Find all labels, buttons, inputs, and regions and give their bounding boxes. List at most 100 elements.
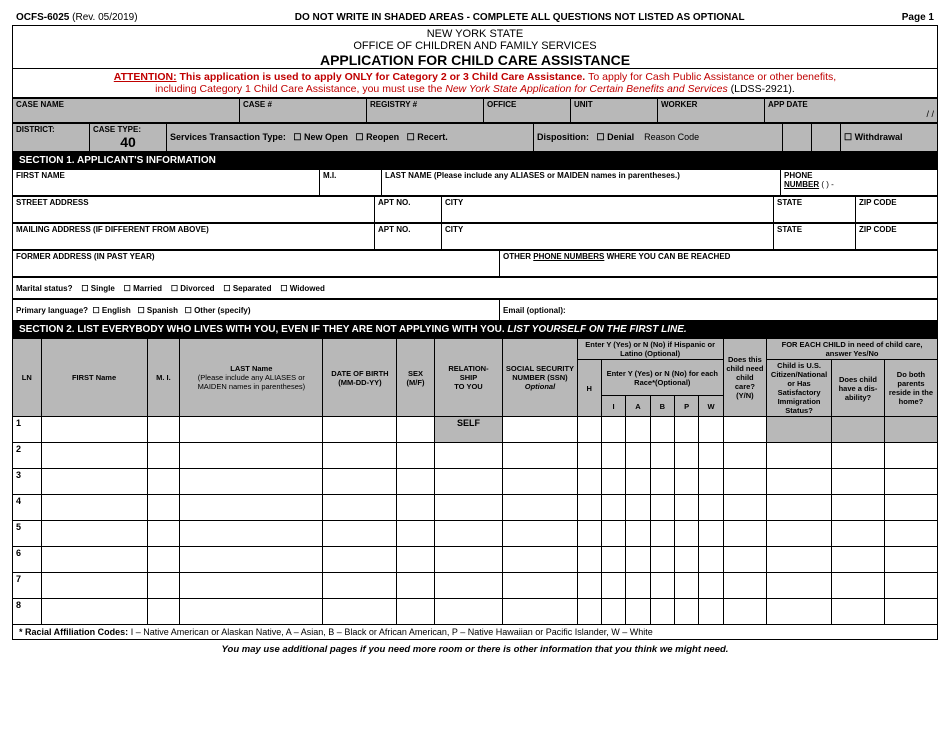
hdr-sex-a: SEX	[408, 369, 423, 378]
hdr-first: FIRST Name	[41, 339, 147, 417]
hdr-race: Enter Y (Yes) or N (No) for each Race*(O…	[601, 360, 723, 396]
bottom-note: You may use additional pages if you need…	[12, 640, 938, 655]
disposition-cell: Disposition: Denial Reason Code	[534, 124, 783, 152]
recert-checkbox[interactable]: Recert.	[407, 132, 448, 142]
row-ln: 4	[13, 495, 42, 521]
table-row[interactable]: 5	[13, 521, 938, 547]
header-office: OFFICE OF CHILDREN AND FAMILY SERVICES	[13, 40, 937, 52]
attention-label: ATTENTION:	[114, 71, 177, 83]
form-number: OCFS-6025	[16, 12, 69, 23]
mailing-field[interactable]: MAILING ADDRESS (IF DIFFERENT FROM ABOVE…	[13, 224, 375, 250]
phone-field[interactable]: PHONE NUMBER ( ) -	[781, 170, 938, 196]
lang-row: Primary language? English Spanish Other …	[12, 299, 938, 321]
section1-header: SECTION 1. APPLICANT'S INFORMATION	[12, 152, 938, 169]
hdr-sex: SEX (M/F)	[397, 339, 434, 417]
former-field[interactable]: FORMER ADDRESS (IN PAST YEAR)	[13, 251, 500, 277]
withdrawal-cell: Withdrawal	[841, 124, 938, 152]
attention-l2c: (LDSS-2921).	[731, 83, 795, 95]
row-ln: 7	[13, 573, 42, 599]
table-row[interactable]: 4	[13, 495, 938, 521]
page-number: Page 1	[902, 12, 934, 23]
header-title: APPLICATION FOR CHILD CARE ASSISTANCE	[13, 52, 937, 68]
table-row[interactable]: 7	[13, 573, 938, 599]
street-field[interactable]: STREET ADDRESS	[13, 197, 375, 223]
case-type-label: CASE TYPE:	[93, 125, 141, 134]
hdr-last-a: LAST Name	[230, 364, 272, 373]
city2-field[interactable]: CITY	[442, 224, 774, 250]
single-checkbox[interactable]: Single	[81, 284, 114, 293]
phone-label: PHONE	[784, 171, 812, 180]
row-ln: 5	[13, 521, 42, 547]
footnote-label: * Racial Affiliation Codes:	[19, 627, 128, 637]
top-warning: DO NOT WRITE IN SHADED AREAS - COMPLETE …	[295, 12, 745, 23]
hdr-ln: LN	[13, 339, 42, 417]
table-row[interactable]: 6	[13, 547, 938, 573]
case-row: CASE NAME CASE # REGISTRY # OFFICE UNIT …	[12, 98, 938, 123]
table-row[interactable]: 8	[13, 599, 938, 625]
state-field[interactable]: STATE	[774, 197, 856, 223]
reopen-checkbox[interactable]: Reopen	[356, 132, 400, 142]
hdr-I: I	[601, 396, 625, 417]
hdr-rel-c: TO YOU	[454, 382, 482, 391]
zip2-field[interactable]: ZIP CODE	[856, 224, 938, 250]
row-ln: 3	[13, 469, 42, 495]
section2-title-b: LIST YOURSELF ON THE FIRST LINE.	[507, 324, 686, 335]
last-name-field[interactable]: LAST NAME (Please include any ALIASES or…	[382, 170, 781, 196]
district-row: DISTRICT: CASE TYPE: 40 Services Transac…	[12, 123, 938, 152]
apt2-field[interactable]: APT NO.	[375, 224, 442, 250]
other-phones-c: WHERE YOU CAN BE REACHED	[604, 252, 730, 261]
table-row[interactable]: 2	[13, 443, 938, 469]
city-field[interactable]: CITY	[442, 197, 774, 223]
self-cell: SELF	[434, 417, 503, 443]
married-checkbox[interactable]: Married	[124, 284, 162, 293]
table-row[interactable]: 1 SELF	[13, 417, 938, 443]
app-date-slashes: / /	[768, 109, 934, 119]
hdr-rel-a: RELATION-	[448, 364, 488, 373]
row-ln: 1	[13, 417, 42, 443]
separated-checkbox[interactable]: Separated	[223, 284, 271, 293]
widowed-checkbox[interactable]: Widowed	[280, 284, 324, 293]
street-row: STREET ADDRESS APT NO. CITY STATE ZIP CO…	[12, 196, 938, 223]
reason-box-2[interactable]	[812, 124, 841, 152]
former-row: FORMER ADDRESS (IN PAST YEAR) OTHER PHON…	[12, 250, 938, 277]
hdr-P: P	[674, 396, 698, 417]
row-ln: 6	[13, 547, 42, 573]
registry-label: REGISTRY #	[367, 99, 484, 123]
table-row[interactable]: 3	[13, 469, 938, 495]
hdr-bothparents: Do both parents reside in the home?	[884, 360, 937, 417]
marital-label: Marital status?	[16, 284, 72, 293]
zip-field[interactable]: ZIP CODE	[856, 197, 938, 223]
hdr-disability: Does child have a dis-ability?	[831, 360, 884, 417]
english-checkbox[interactable]: English	[92, 306, 130, 315]
case-name-label: CASE NAME	[13, 99, 240, 123]
denial-checkbox[interactable]: Denial	[597, 132, 635, 142]
form-rev: (Rev. 05/2019)	[72, 12, 137, 23]
hdr-foreach: FOR EACH CHILD in need of child care, an…	[767, 339, 938, 360]
attention-box: ATTENTION: This application is used to a…	[12, 69, 938, 98]
hdr-dob-a: DATE OF BIRTH	[331, 369, 388, 378]
withdrawal-checkbox[interactable]: Withdrawal	[844, 132, 903, 142]
hdr-dob: DATE OF BIRTH (MM-DD-YY)	[323, 339, 397, 417]
divorced-checkbox[interactable]: Divorced	[171, 284, 215, 293]
apt-field[interactable]: APT NO.	[375, 197, 442, 223]
footnote: * Racial Affiliation Codes: I – Native A…	[12, 625, 938, 640]
header-box: NEW YORK STATE OFFICE OF CHILDREN AND FA…	[12, 25, 938, 69]
email-field[interactable]: Email (optional):	[500, 300, 938, 321]
mi-field[interactable]: M.I.	[320, 170, 382, 196]
worker-label: WORKER	[658, 99, 765, 123]
other-lang-checkbox[interactable]: Other (specify)	[185, 306, 251, 315]
phone-fmt: ( ) -	[821, 180, 833, 189]
new-open-checkbox[interactable]: New Open	[293, 132, 348, 142]
other-phones-field[interactable]: OTHER PHONE NUMBERS WHERE YOU CAN BE REA…	[500, 251, 938, 277]
svc-trans-cell: Services Transaction Type: New Open Reop…	[167, 124, 534, 152]
spanish-checkbox[interactable]: Spanish	[137, 306, 178, 315]
state2-field[interactable]: STATE	[774, 224, 856, 250]
reason-box-1[interactable]	[783, 124, 812, 152]
first-name-field[interactable]: FIRST NAME	[13, 170, 320, 196]
app-date-label: APP DATE	[768, 100, 808, 109]
hdr-ssn-a: SOCIAL SECURITY NUMBER (SSN)	[506, 364, 574, 382]
case-type-cell: CASE TYPE: 40	[90, 124, 167, 152]
disposition-label: Disposition:	[537, 132, 589, 142]
hdr-dob-b: (MM-DD-YY)	[338, 378, 381, 387]
hdr-ssn-b: Optional	[525, 382, 555, 391]
